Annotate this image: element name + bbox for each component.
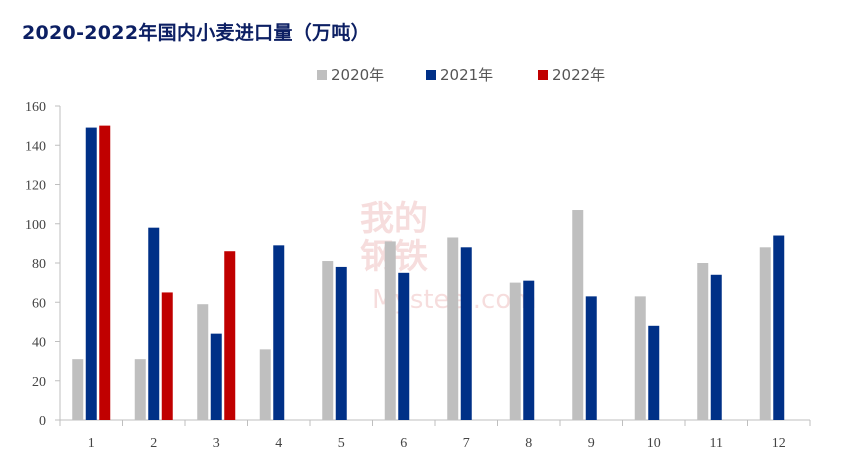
legend-label-2020: 2020年 xyxy=(331,66,385,84)
x-tick-label: 1 xyxy=(88,436,95,451)
bar-2020年-11 xyxy=(697,263,709,420)
bar-2020年-2 xyxy=(134,359,146,420)
bar-2020年-6 xyxy=(384,241,396,420)
bar-2021年-9 xyxy=(585,296,597,420)
x-tick-label: 7 xyxy=(463,436,470,451)
legend: 2020年 2021年 2022年 xyxy=(0,64,841,84)
bar-2020年-4 xyxy=(259,349,271,420)
x-tick-label: 11 xyxy=(710,436,723,451)
axes xyxy=(55,105,811,426)
bar-2021年-7 xyxy=(460,247,472,420)
bar-2021年-1 xyxy=(85,127,97,421)
y-tick-labels: 0 20 40 60 80 100 120 140 160 xyxy=(25,100,46,429)
y-tick-label: 160 xyxy=(25,100,46,115)
x-tick-labels: 1 2 3 4 5 6 7 8 9 10 11 12 xyxy=(88,436,786,451)
bar-2022年-1 xyxy=(99,125,111,420)
y-tick-label: 120 xyxy=(25,179,46,194)
x-tick-label: 10 xyxy=(647,436,661,451)
bar-2021年-2 xyxy=(148,227,160,420)
legend-swatch-2022 xyxy=(538,69,548,80)
bar-2021年-5 xyxy=(335,266,347,420)
bar-2021年-4 xyxy=(273,245,285,420)
bars xyxy=(72,125,785,421)
bar-2020年-10 xyxy=(634,296,646,420)
legend-item-2022: 2022年 xyxy=(538,64,605,85)
x-tick-label: 12 xyxy=(772,436,786,451)
x-tick-label: 4 xyxy=(275,436,282,451)
x-tick-label: 2 xyxy=(150,436,157,451)
legend-swatch-2021 xyxy=(426,69,436,80)
y-tick-label: 40 xyxy=(32,336,46,351)
bar-2021年-3 xyxy=(210,333,222,420)
bar-2022年-3 xyxy=(224,251,236,420)
legend-label-2022: 2022年 xyxy=(552,66,606,84)
x-tick-label: 9 xyxy=(588,436,595,451)
bar-2021年-10 xyxy=(648,325,660,420)
bar-2020年-5 xyxy=(322,261,334,420)
legend-item-2021: 2021年 xyxy=(426,64,493,85)
bar-2021年-11 xyxy=(710,274,722,420)
x-tick-label: 8 xyxy=(525,436,532,451)
bar-2021年-8 xyxy=(523,280,535,420)
x-tick-label: 3 xyxy=(213,436,220,451)
y-tick-label: 80 xyxy=(32,257,46,272)
legend-label-2021: 2021年 xyxy=(440,66,494,84)
bar-2021年-6 xyxy=(398,272,410,420)
x-tick-label: 6 xyxy=(400,436,407,451)
bar-2020年-12 xyxy=(759,247,771,420)
legend-swatch-2020 xyxy=(317,69,327,80)
bar-2020年-1 xyxy=(72,359,84,420)
y-tick-label: 20 xyxy=(32,375,46,390)
y-tick-label: 140 xyxy=(25,139,46,154)
bar-2020年-7 xyxy=(447,237,459,420)
y-tick-label: 0 xyxy=(39,414,46,429)
bar-2020年-8 xyxy=(509,282,521,420)
bar-2020年-3 xyxy=(197,304,209,420)
watermark-line1: 我的 xyxy=(360,199,428,239)
x-tick-label: 5 xyxy=(338,436,345,451)
legend-item-2020: 2020年 xyxy=(317,64,384,85)
chart-title: 2020-2022年国内小麦进口量（万吨） xyxy=(22,22,370,44)
bar-2020年-9 xyxy=(572,210,584,420)
y-tick-label: 100 xyxy=(25,218,46,233)
bar-2021年-12 xyxy=(773,235,785,420)
y-tick-label: 60 xyxy=(32,296,46,311)
bar-2022年-2 xyxy=(161,292,173,420)
